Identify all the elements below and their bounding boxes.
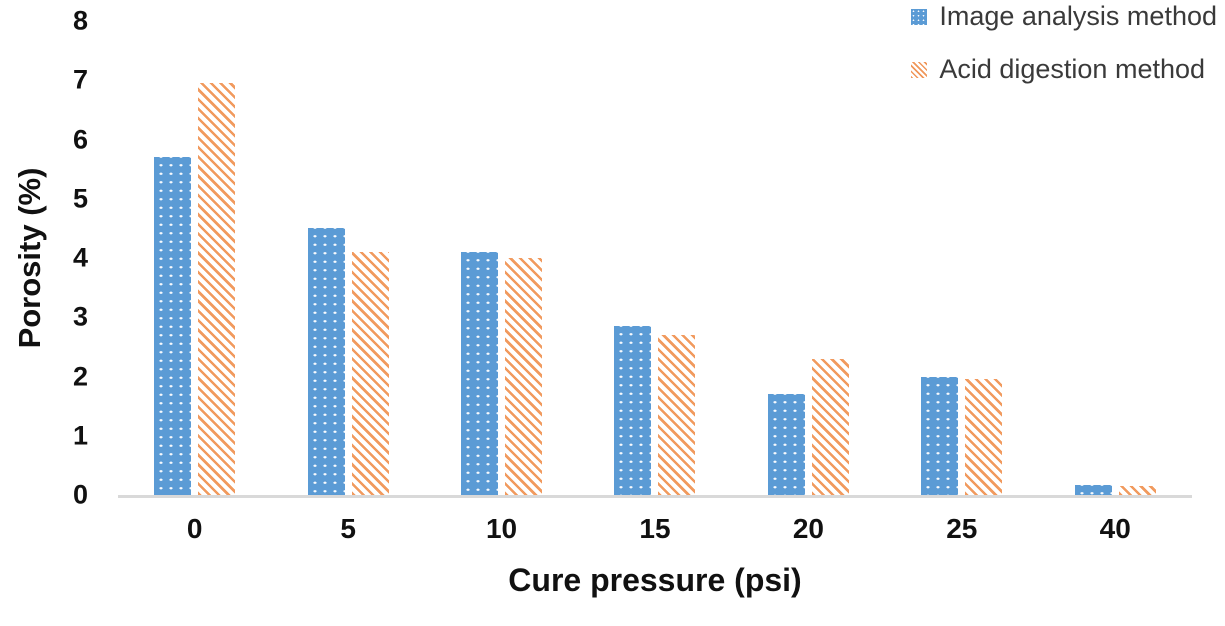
- bar-image-analysis-method-20-psi: [767, 394, 805, 495]
- y-axis-title: Porosity (%): [12, 167, 47, 349]
- bar-group-20-psi: [732, 21, 885, 495]
- bar-image-analysis-method-10-psi: [461, 252, 499, 495]
- bar-group-15-psi: [578, 21, 731, 495]
- bar-acid-digestion-method-0-psi: [198, 83, 236, 495]
- bar-group-40-psi: [1039, 21, 1192, 495]
- bar-acid-digestion-method-25-psi: [965, 379, 1003, 495]
- bar-image-analysis-method-0-psi: [154, 157, 192, 495]
- x-tick-label-5: 5: [340, 513, 356, 544]
- y-tick-label-7: 7: [72, 64, 88, 95]
- bar-image-analysis-method-25-psi: [921, 376, 959, 495]
- y-tick-label-6: 6: [72, 124, 88, 154]
- bars-area: [118, 21, 1192, 495]
- bar-acid-digestion-method-20-psi: [811, 358, 849, 495]
- x-tick-label-20: 20: [792, 513, 824, 544]
- bar-acid-digestion-method-40-psi: [1118, 486, 1156, 495]
- bar-group-25-psi: [885, 21, 1038, 495]
- y-tick-label-3: 3: [72, 301, 88, 332]
- y-tick-label-4: 4: [72, 242, 88, 273]
- bar-image-analysis-method-15-psi: [614, 326, 652, 495]
- x-tick-label-40: 40: [1099, 513, 1131, 544]
- legend-marker-icon-image-analysis-method: [911, 8, 928, 25]
- bar-acid-digestion-method-10-psi: [505, 258, 543, 495]
- x-axis: 0 5 10 15 20 25 40: [118, 512, 1192, 546]
- y-axis: 0 1 2 3 4 5 6 7 8: [73, 7, 1192, 508]
- legend-marker-icon-acid-digestion-method: [911, 61, 928, 78]
- legend-label-image-analysis-method: Image analysis method: [939, 1, 1217, 31]
- x-tick-label-25: 25: [946, 513, 978, 544]
- bar-image-analysis-method-5-psi: [307, 228, 345, 495]
- legend-item-image-analysis-method: Image analysis method: [911, 1, 1217, 32]
- bar-group-0-psi: [118, 21, 271, 495]
- x-tick-label-10: 10: [485, 513, 518, 544]
- y-tick-label-1: 1: [72, 420, 88, 451]
- bar-group-5-psi: [271, 21, 424, 495]
- y-tick-label-2: 2: [72, 361, 88, 391]
- x-tick-label-15: 15: [639, 513, 671, 544]
- legend-item-acid-digestion-method: Acid digestion method: [911, 53, 1217, 85]
- legend: Image analysis method Acid digestion meth…: [911, 1, 1217, 85]
- bar-acid-digestion-method-5-psi: [351, 252, 389, 495]
- y-tick-label-8: 8: [72, 5, 88, 36]
- x-tick-label-0: 0: [186, 513, 203, 544]
- x-axis-title: Cure pressure (psi): [508, 562, 802, 598]
- bar-group-10-psi: [425, 21, 578, 495]
- plot-area: 0 1 2 3 4 5 6 7 8: [73, 7, 1192, 508]
- y-tick-label-0: 0: [72, 479, 88, 510]
- legend-label-acid-digestion-method: Acid digestion method: [939, 53, 1206, 84]
- bar-image-analysis-method-40-psi: [1074, 484, 1112, 495]
- bar-acid-digestion-method-15-psi: [658, 335, 696, 495]
- y-tick-label-5: 5: [72, 183, 88, 214]
